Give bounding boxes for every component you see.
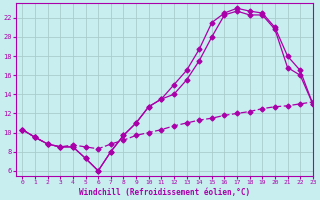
X-axis label: Windchill (Refroidissement éolien,°C): Windchill (Refroidissement éolien,°C): [79, 188, 250, 197]
